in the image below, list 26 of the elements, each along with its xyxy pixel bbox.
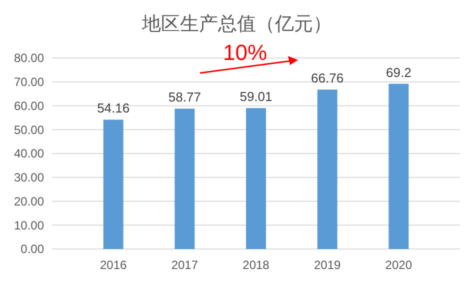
bar xyxy=(246,108,266,249)
x-tick-label: 2020 xyxy=(385,258,412,272)
data-label: 54.16 xyxy=(97,100,130,116)
chart-title: 地区生产总值（亿元） xyxy=(141,13,332,35)
bar xyxy=(103,120,124,249)
y-tick-label: 0.00 xyxy=(20,242,44,256)
y-tick-label: 70.00 xyxy=(14,75,44,90)
y-tick-label: 30.00 xyxy=(14,170,44,185)
x-tick-label: 2017 xyxy=(171,258,198,272)
y-tick-label: 50.00 xyxy=(14,122,44,137)
y-tick-label: 20.00 xyxy=(14,194,44,208)
x-tick-label: 2018 xyxy=(242,258,270,272)
y-tick-label: 80.00 xyxy=(14,51,44,66)
data-label: 69.2 xyxy=(386,64,412,80)
bar xyxy=(388,84,409,249)
x-tick-label: 2019 xyxy=(314,258,341,272)
x-tick-label: 2016 xyxy=(100,258,128,272)
bar xyxy=(174,108,195,249)
y-tick-label: 40.00 xyxy=(14,146,44,161)
data-label: 58.77 xyxy=(168,90,201,105)
y-tick-label: 10.00 xyxy=(14,218,44,232)
annotation: 10% xyxy=(222,40,268,65)
y-tick-label: 60.00 xyxy=(14,98,44,113)
data-label: 59.01 xyxy=(240,89,272,104)
data-label: 66.76 xyxy=(311,70,344,86)
bar xyxy=(317,90,338,249)
